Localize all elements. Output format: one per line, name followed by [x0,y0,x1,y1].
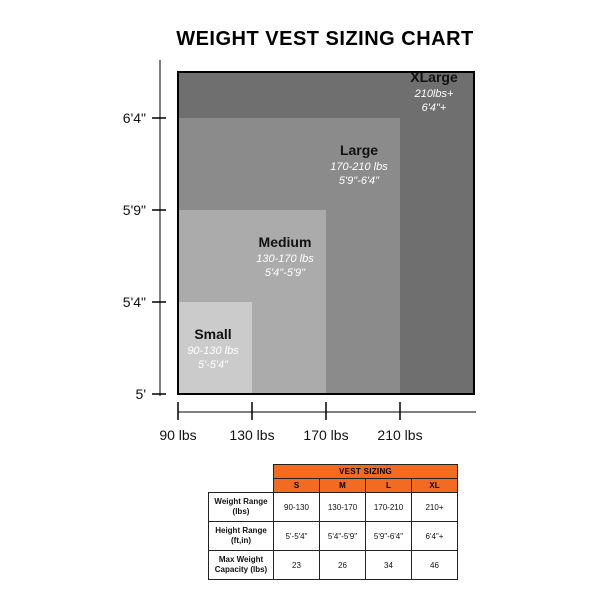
column-header-m: M [319,478,366,493]
row-label-line: Height Range [215,526,267,535]
table-corner-sub [209,479,274,493]
table-cell: 130-170 [319,492,366,522]
table-cell: 90-130 [273,492,320,522]
chart-title: WEIGHT VEST SIZING CHART [176,28,474,50]
size-weight-xlarge: 210lbs+ [414,88,454,100]
y-tick-label: 5' [136,386,146,402]
size-region-small [178,302,252,394]
size-label-xlarge: XLarge [410,69,458,85]
plot-border [177,71,475,395]
y-tick-label: 5'4" [123,294,146,310]
row-label-line: (lbs) [232,507,250,516]
table-cell: 210+ [411,492,458,522]
size-height-small: 5'-5'4" [198,359,229,371]
table-cell: 46 [411,550,458,580]
table-cell: 23 [273,550,320,580]
y-tick-label: 5'9" [123,202,146,218]
table-row: Max Weight Capacity (lbs) 23 26 34 46 [208,550,458,580]
sizing-chart: XLarge 210lbs+ 6'4"+ Large 170-210 lbs 5'9"-6… [123,60,476,443]
size-weight-large: 170-210 lbs [330,161,388,173]
table-corner [209,465,274,479]
table-header: VEST SIZING [273,464,458,479]
y-tick-label: 6'4" [123,110,146,126]
size-label-medium: Medium [259,234,312,250]
size-height-medium: 5'4"-5'9" [265,267,306,279]
table-cell: 5'9"-6'4" [365,521,412,551]
table-cell: 170-210 [365,492,412,522]
size-label-small: Small [194,326,231,342]
table-cell: 26 [319,550,366,580]
table-row: Weight Range (lbs) 90-130 130-170 170-21… [208,492,458,522]
table-cell: 5'-5'4" [273,521,320,551]
vest-sizing-table: VEST SIZING S M L XL Weight Range (lbs) … [208,464,458,580]
row-label-line: Weight Range [214,497,268,506]
column-header-s: S [273,478,320,493]
row-label-weight-range: Weight Range (lbs) [208,492,274,522]
table-cell: 6'4"+ [411,521,458,551]
column-header-l: L [365,478,412,493]
table-cell: 34 [365,550,412,580]
size-height-xlarge: 6'4"+ [422,102,447,114]
size-weight-medium: 130-170 lbs [256,253,314,265]
size-height-large: 5'9"-6'4" [339,175,380,187]
row-label-height-range: Height Range (ft,in) [208,521,274,551]
size-weight-small: 90-130 lbs [187,345,239,357]
size-label-large: Large [340,142,378,158]
row-label-line: Max Weight [218,555,264,564]
table-row: Height Range (ft,in) 5'-5'4" 5'4"-5'9" 5… [208,521,458,551]
x-tick-label: 210 lbs [377,427,422,443]
x-tick-label: 90 lbs [159,427,196,443]
x-tick-label: 170 lbs [303,427,348,443]
row-label-line: Capacity (lbs) [214,565,268,574]
x-tick-label: 130 lbs [229,427,274,443]
row-label-max-weight: Max Weight Capacity (lbs) [208,550,274,580]
column-header-xl: XL [411,478,458,493]
table-cell: 5'4"-5'9" [319,521,366,551]
row-label-line: (ft,in) [231,536,251,545]
